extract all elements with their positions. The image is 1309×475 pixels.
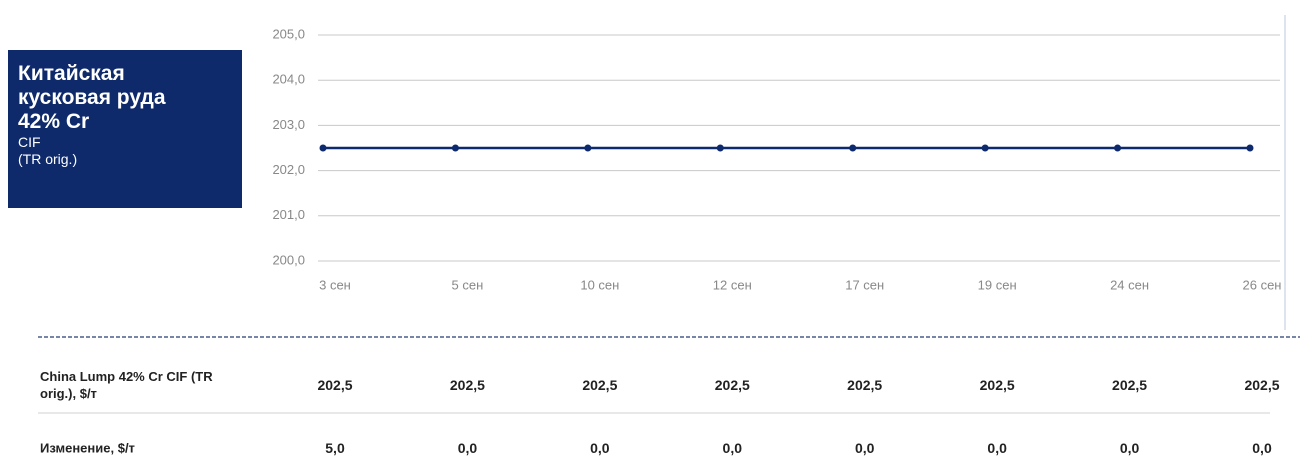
y-tick-label: 201,0 bbox=[272, 207, 305, 222]
cell: 0,0 bbox=[722, 440, 743, 456]
x-tick-label: 12 сен bbox=[713, 277, 752, 292]
note: (TR orig.) bbox=[18, 151, 78, 167]
marker bbox=[849, 144, 857, 152]
row-label: China Lump 42% Cr CIF (TR orig.), $/т bbox=[40, 369, 213, 401]
chart-title: Китайская кусковая руда 42% Cr bbox=[18, 62, 166, 133]
y-tick-label: 205,0 bbox=[272, 26, 305, 41]
marker bbox=[1114, 144, 1122, 152]
marker bbox=[584, 144, 592, 152]
x-tick-label: 19 сен bbox=[978, 277, 1017, 292]
title-box: Китайская кусковая руда 42% Cr CIF (TR o… bbox=[8, 50, 242, 208]
marker bbox=[1246, 144, 1254, 152]
marker bbox=[716, 144, 724, 152]
cell: 202,5 bbox=[582, 377, 618, 393]
x-tick-label: 5 сен bbox=[452, 277, 484, 292]
marker bbox=[451, 144, 459, 152]
cell: 0,0 bbox=[590, 440, 610, 456]
cell: 0,0 bbox=[987, 440, 1007, 456]
y-tick-label: 202,0 bbox=[272, 162, 305, 177]
y-tick-label: 204,0 bbox=[272, 72, 305, 87]
cell: 202,5 bbox=[979, 377, 1015, 393]
cell: 202,5 bbox=[1112, 377, 1148, 393]
x-tick-label: 24 сен bbox=[1110, 277, 1149, 292]
marker bbox=[319, 144, 327, 152]
cell: 0,0 bbox=[457, 440, 478, 456]
row-label: Изменение, $/т bbox=[40, 440, 135, 456]
cell: 202,5 bbox=[449, 377, 485, 393]
y-tick-label: 200,0 bbox=[272, 252, 305, 267]
x-tick-label: 3 сен bbox=[319, 277, 351, 292]
cell: 0,0 bbox=[1119, 440, 1140, 456]
cell: 0,0 bbox=[854, 440, 875, 456]
cell: 202,5 bbox=[847, 377, 883, 393]
cell: 202,5 bbox=[317, 377, 353, 393]
cell: 202,5 bbox=[1244, 377, 1280, 393]
y-tick-label: 203,0 bbox=[272, 117, 305, 132]
cell: 202,5 bbox=[714, 377, 750, 393]
marker bbox=[981, 144, 989, 152]
x-tick-label: 10 сен bbox=[580, 277, 619, 292]
x-tick-label: 17 сен bbox=[845, 277, 884, 292]
x-tick-label: 26 сен bbox=[1243, 277, 1282, 292]
cell: 5,0 bbox=[325, 440, 345, 456]
cell: 0,0 bbox=[1252, 440, 1272, 456]
subtitle: CIF bbox=[18, 134, 41, 150]
